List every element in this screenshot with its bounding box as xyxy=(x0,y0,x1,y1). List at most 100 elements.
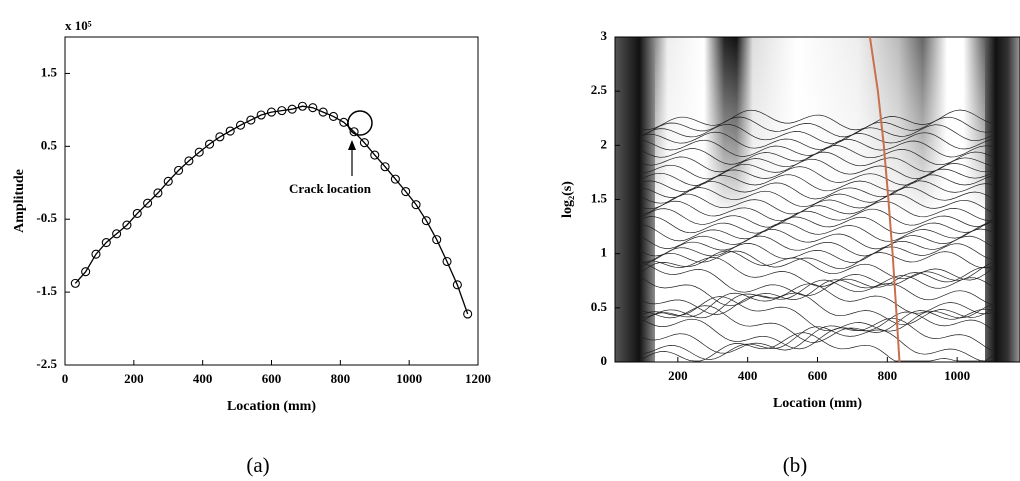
contour-line xyxy=(639,200,996,222)
data-marker xyxy=(401,186,411,197)
contour-line xyxy=(639,317,996,354)
x-tick-label: 600 xyxy=(808,368,828,383)
y-tick-label: -1.5 xyxy=(36,283,57,298)
contour-line xyxy=(639,216,996,234)
x-axis-label: Location (mm) xyxy=(227,399,316,414)
y-tick-label: 1.5 xyxy=(41,64,58,79)
data-marker xyxy=(390,174,400,184)
y-tick-label: 2 xyxy=(601,136,608,151)
data-marker xyxy=(122,220,132,230)
x-tick-label: 1000 xyxy=(396,371,422,386)
data-marker xyxy=(452,280,462,290)
data-marker xyxy=(256,110,266,120)
y-tick-label: 0.5 xyxy=(591,299,608,314)
data-marker xyxy=(184,156,194,166)
contour-line xyxy=(639,283,996,319)
data-marker xyxy=(287,104,297,114)
data-marker xyxy=(132,208,142,218)
data-line xyxy=(868,36,901,363)
contour-line xyxy=(639,124,996,144)
contour-line xyxy=(639,250,996,270)
contour-line xyxy=(639,326,996,362)
data-marker xyxy=(421,216,431,226)
data-marker xyxy=(463,309,473,319)
axis-multiplier: x 10⁵ xyxy=(65,18,92,33)
data-marker xyxy=(442,256,452,267)
contour-line xyxy=(639,145,996,166)
contour-line xyxy=(639,131,996,151)
y-tick-label: 2.5 xyxy=(591,82,608,97)
data-marker xyxy=(432,235,442,245)
x-tick-label: 200 xyxy=(668,368,688,383)
y-axis-label: Amplitude xyxy=(12,169,27,233)
crack-arrow-head xyxy=(348,140,356,150)
data-marker xyxy=(143,198,153,208)
contour-background xyxy=(615,37,1020,362)
contour-line xyxy=(639,228,996,250)
data-marker xyxy=(411,200,421,210)
data-marker xyxy=(174,165,184,175)
data-marker xyxy=(277,106,287,116)
data-marker xyxy=(297,101,308,111)
data-marker xyxy=(215,132,225,142)
y-tick-label: -0.5 xyxy=(36,210,57,225)
data-marker xyxy=(370,150,380,160)
data-marker xyxy=(153,188,163,198)
contour-line xyxy=(639,257,996,287)
y-tick-label: 0 xyxy=(601,353,608,368)
x-tick-label: 0 xyxy=(62,371,69,386)
data-marker xyxy=(318,107,328,117)
x-tick-label: 800 xyxy=(878,368,898,383)
contour-line xyxy=(639,311,996,350)
data-marker xyxy=(91,249,101,259)
data-marker xyxy=(163,176,173,186)
contour-line xyxy=(639,279,996,315)
x-tick-label: 400 xyxy=(738,368,758,383)
contour-line xyxy=(639,292,996,326)
x-tick-label: 1200 xyxy=(465,371,491,386)
caption: (b) xyxy=(783,453,808,477)
data-marker xyxy=(266,107,277,117)
y-tick-label: 1 xyxy=(601,245,608,260)
x-tick-label: 600 xyxy=(262,371,282,386)
data-marker xyxy=(81,267,91,277)
y-tick-label: 3 xyxy=(601,28,608,43)
data-marker xyxy=(112,229,122,239)
contour-line xyxy=(639,305,996,343)
contour-line xyxy=(639,222,996,242)
y-tick-label: -2.5 xyxy=(36,356,57,371)
x-axis-label: Location (mm) xyxy=(773,396,862,411)
data-marker xyxy=(308,103,318,113)
data-marker xyxy=(101,237,111,248)
data-marker xyxy=(339,117,349,127)
x-tick-label: 1000 xyxy=(944,368,970,383)
data-marker xyxy=(194,147,204,157)
caption: (a) xyxy=(246,453,269,477)
data-marker xyxy=(246,115,256,125)
data-marker xyxy=(328,111,339,121)
y-tick-label: 0.5 xyxy=(41,137,58,152)
crack-circle xyxy=(347,110,373,136)
contour-line xyxy=(639,261,996,296)
data-marker xyxy=(349,127,359,137)
contour-line xyxy=(639,243,996,264)
data-marker xyxy=(205,139,215,149)
heatmap-fade xyxy=(655,37,985,362)
x-tick-label: 400 xyxy=(193,371,213,386)
data-marker xyxy=(359,138,369,148)
data-marker xyxy=(225,126,235,136)
data-marker xyxy=(70,278,80,288)
contour-lines xyxy=(639,109,996,362)
annotation: Crack location xyxy=(289,181,372,196)
x-tick-label: 800 xyxy=(331,371,351,386)
contour-line xyxy=(639,235,996,257)
contour-line xyxy=(639,186,996,208)
data-marker xyxy=(235,120,246,130)
contour-line xyxy=(639,332,996,362)
contour-line xyxy=(639,250,996,281)
y-axis-label: log₂(s) xyxy=(560,181,575,218)
contour-line xyxy=(639,180,996,200)
contour-line xyxy=(639,116,996,138)
data-line xyxy=(74,105,469,315)
